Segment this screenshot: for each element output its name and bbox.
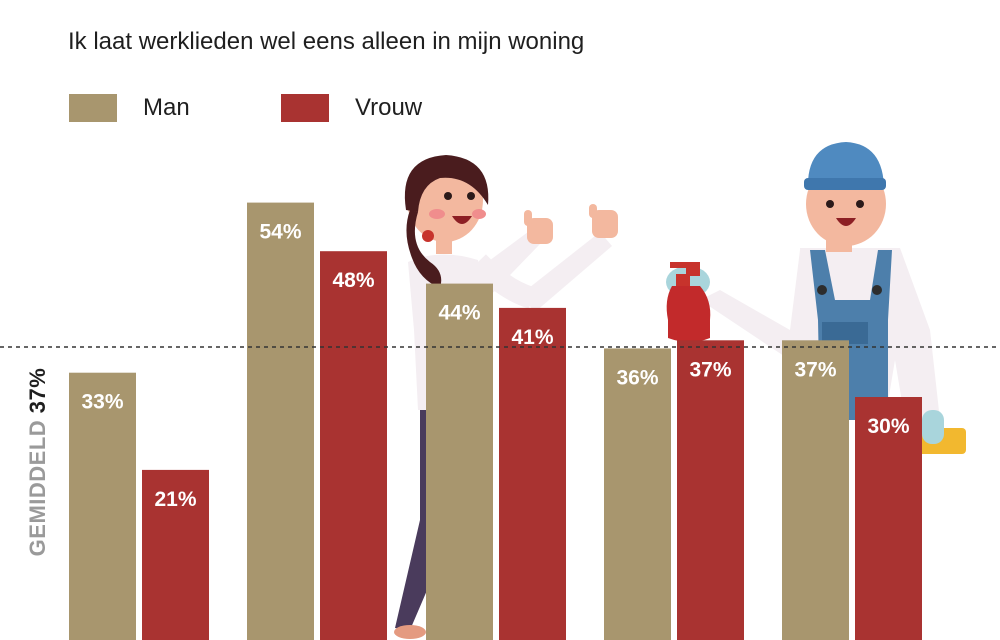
bar-man-1 [69,372,136,640]
legend-swatch-vrouw [281,94,329,122]
bar-vrouw-4 [677,340,744,640]
legend-swatch-man [69,94,117,122]
bar-label-man-1: 33% [81,391,123,414]
bar-man-2 [247,202,314,640]
bar-label-vrouw-5: 30% [867,415,909,438]
bar-label-vrouw-3: 41% [511,326,553,349]
bar-label-man-3: 44% [438,302,480,325]
bar-label-vrouw-4: 37% [689,358,731,381]
bar-man-5 [782,340,849,640]
bar-vrouw-5 [855,397,922,640]
average-text: GEMIDDELD [25,419,50,557]
legend-label-man: Man [143,94,190,121]
average-value: 37% [25,367,50,414]
bar-man-3 [426,283,493,640]
chart-title: Ik laat werklieden wel eens alleen in mi… [68,28,585,55]
bar-label-vrouw-1: 21% [154,488,196,511]
legend-label-vrouw: Vrouw [355,94,423,121]
bar-label-man-2: 54% [259,221,301,244]
bar-vrouw-1 [142,469,209,640]
average-label: GEMIDDELD 37% [25,368,51,557]
bar-vrouw-2 [320,251,387,640]
bar-label-man-5: 37% [794,358,836,381]
bar-label-vrouw-2: 48% [332,269,374,292]
bar-man-4 [604,348,671,640]
bar-vrouw-3 [499,307,566,640]
bar-label-man-4: 36% [616,366,658,389]
